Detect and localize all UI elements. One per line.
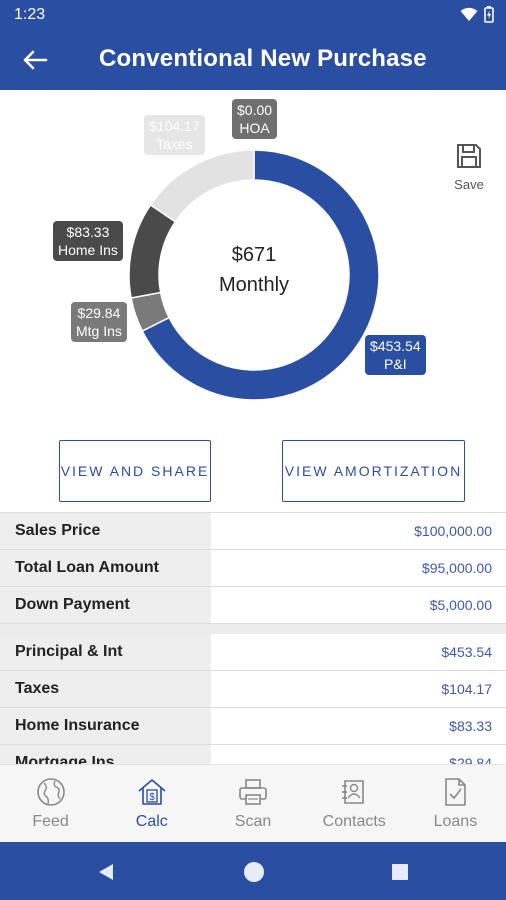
app-bar: Conventional New Purchase — [0, 30, 506, 90]
row-value[interactable]: $95,000.00 — [421, 560, 492, 576]
callout-hoa-label: HOA — [239, 120, 270, 136]
save-label: Save — [454, 177, 484, 192]
printer-icon — [239, 779, 267, 805]
status-time: 1:23 — [14, 6, 46, 23]
table-row: Home Insurance $83.33 — [0, 708, 506, 745]
table-row: Down Payment $5,000.00 — [0, 587, 506, 624]
callout-pi: $453.54 P&I — [365, 335, 426, 375]
row-value[interactable]: $83.33 — [449, 718, 492, 734]
row-label: Principal & Int — [0, 634, 211, 670]
nav-label: Calc — [135, 813, 168, 830]
slice-home-ins — [128, 203, 177, 299]
row-value[interactable]: $100,000.00 — [414, 523, 492, 539]
nav-item-feed[interactable]: Feed — [0, 765, 101, 842]
contacts-icon — [342, 780, 365, 804]
nav-item-scan[interactable]: Scan — [202, 765, 303, 842]
row-label: Mortgage Ins — [0, 745, 211, 764]
system-back-button[interactable] — [92, 858, 120, 886]
callout-home-ins-value: $83.33 — [66, 224, 110, 240]
status-icons — [460, 6, 494, 23]
house-dollar-icon: $ — [138, 779, 166, 805]
row-value[interactable]: $29.84 — [449, 755, 492, 764]
save-button[interactable]: Save — [448, 142, 490, 194]
row-value[interactable]: $453.54 — [441, 644, 492, 660]
callout-pi-value: $453.54 — [370, 338, 421, 354]
arrow-left-icon — [23, 50, 48, 70]
nav-label: Scan — [234, 813, 272, 830]
row-label: Total Loan Amount — [0, 550, 211, 586]
table-row: Total Loan Amount $95,000.00 — [0, 550, 506, 587]
table-row: Principal & Int $453.54 — [0, 634, 506, 671]
back-button[interactable] — [18, 44, 52, 76]
page-title: Conventional New Purchase — [99, 45, 427, 72]
group-divider — [0, 624, 506, 634]
document-check-icon — [445, 778, 467, 806]
chart-center-amount: $671 — [232, 244, 277, 266]
nav-label: Feed — [32, 813, 69, 830]
system-home-button[interactable] — [240, 858, 268, 886]
row-label: Down Payment — [0, 587, 211, 623]
nav-label: Loans — [433, 813, 478, 830]
callout-pi-label: P&I — [384, 356, 407, 372]
battery-icon — [484, 6, 494, 23]
table-row: Sales Price $100,000.00 — [0, 513, 506, 550]
callout-home-ins: $83.33 Home Ins — [53, 221, 123, 261]
row-value[interactable]: $104.17 — [441, 681, 492, 697]
slice-pi — [141, 149, 380, 401]
callout-hoa: $0.00 HOA — [232, 99, 278, 139]
table-row: Mortgage Ins $29.84 — [0, 745, 506, 764]
status-bar: 1:23 — [0, 0, 506, 30]
row-value[interactable]: $5,000.00 — [429, 597, 492, 613]
chart-center-label: Monthly — [219, 274, 289, 296]
home-circle-icon — [244, 862, 264, 882]
row-label: Sales Price — [0, 513, 211, 549]
nav-label: Contacts — [322, 813, 386, 830]
bottom-nav: Feed $ Calc Scan Contacts — [0, 764, 506, 842]
callout-home-ins-label: Home Ins — [58, 242, 118, 258]
globe-icon — [36, 778, 65, 806]
floppy-disk-icon — [457, 144, 481, 168]
wifi-icon — [460, 7, 478, 21]
callout-mtg-ins-value: $29.84 — [77, 305, 121, 321]
svg-text:$: $ — [149, 792, 155, 803]
back-triangle-icon — [99, 864, 113, 880]
slice-taxes — [149, 149, 255, 223]
row-label: Home Insurance — [0, 708, 211, 744]
nav-item-contacts[interactable]: Contacts — [304, 765, 405, 842]
callout-mtg-ins-label: Mtg Ins — [76, 323, 122, 339]
callout-mtg-ins: $29.84 Mtg Ins — [71, 302, 127, 342]
nav-item-loans[interactable]: Loans — [405, 765, 506, 842]
view-and-share-button[interactable]: VIEW AND SHARE — [59, 440, 211, 502]
system-recents-button[interactable] — [386, 858, 414, 886]
recents-square-icon — [392, 864, 408, 880]
payment-donut-chart: $671 Monthly — [128, 149, 380, 401]
row-label: Taxes — [0, 671, 211, 707]
callout-taxes-value: $104.17 — [149, 118, 200, 134]
callout-taxes-label: Taxes — [156, 136, 193, 152]
nav-item-calc[interactable]: $ Calc — [101, 765, 202, 842]
system-nav-bar — [0, 842, 506, 900]
callout-hoa-value: $0.00 — [237, 102, 273, 118]
loan-details-table: Sales Price $100,000.00 Total Loan Amoun… — [0, 512, 506, 764]
payment-chart-area: $671 Monthly $104.17 Taxes $0.00 HOA $83… — [0, 90, 506, 420]
table-row: Taxes $104.17 — [0, 671, 506, 708]
callout-taxes: $104.17 Taxes — [144, 115, 205, 155]
view-amortization-button[interactable]: VIEW AMORTIZATION — [282, 440, 465, 502]
